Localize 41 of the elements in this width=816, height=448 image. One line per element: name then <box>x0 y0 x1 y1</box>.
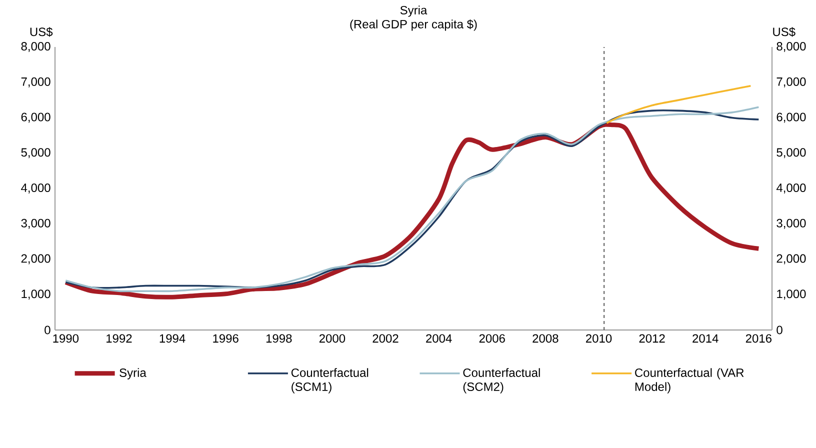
x-tick-label: 2014 <box>692 334 718 343</box>
y2-tick-label: 6,000 <box>776 112 806 123</box>
y2-tick-label: 4,000 <box>776 184 806 194</box>
y2-tick-label: 7,000 <box>776 77 806 88</box>
y-tick-label: 0 <box>44 326 50 334</box>
y-tick-label: 1,000 <box>22 290 50 300</box>
legend-label: Syria <box>120 368 146 380</box>
x-tick-label: 2012 <box>639 334 665 343</box>
x-tick-label: 2010 <box>586 334 612 343</box>
y-tick-label: 3,000 <box>21 218 50 229</box>
legend-label: Counterfactual (VAR Model) <box>635 368 744 394</box>
x-tick-label: 1994 <box>160 334 186 343</box>
y-tick-label: 5,000 <box>21 148 50 158</box>
y-tick-label: 2,000 <box>21 254 50 264</box>
y2-axis-title: US$ <box>773 27 796 37</box>
chart-subtitle: (Real GDP per capita $) <box>350 19 477 31</box>
x-tick-label: 2016 <box>746 334 772 343</box>
y-tick-label: 6,000 <box>21 112 50 123</box>
y2-tick-label: 2,000 <box>776 254 806 264</box>
x-tick-label: 1990 <box>53 334 79 343</box>
y-tick-label: 4,000 <box>21 184 50 194</box>
y2-tick-label: 1,000 <box>777 290 806 300</box>
legend-label: Counterfactual (SCM2) <box>463 368 540 394</box>
x-tick-label: 1996 <box>213 334 238 343</box>
y-tick-label: 7,000 <box>21 77 50 88</box>
x-tick-label: 2008 <box>532 334 558 343</box>
x-tick-label: 2000 <box>319 334 346 343</box>
chart-title: Syria <box>400 6 428 17</box>
y2-tick-label: 8,000 <box>776 42 806 52</box>
x-tick-label: 1998 <box>266 334 292 343</box>
legend-label: Counterfactual (SCM1) <box>291 368 368 394</box>
y-tick-label: 8,000 <box>21 42 50 52</box>
y2-tick-label: 5,000 <box>776 148 806 158</box>
x-tick-label: 2004 <box>426 334 452 343</box>
x-tick-label: 1992 <box>106 334 132 343</box>
y2-tick-label: 0 <box>776 326 782 334</box>
x-tick-label: 2002 <box>372 334 398 343</box>
y-axis-title: US$ <box>30 27 53 37</box>
y2-tick-label: 3,000 <box>776 218 806 229</box>
x-tick-label: 2006 <box>479 334 505 343</box>
line-series <box>606 85 752 124</box>
